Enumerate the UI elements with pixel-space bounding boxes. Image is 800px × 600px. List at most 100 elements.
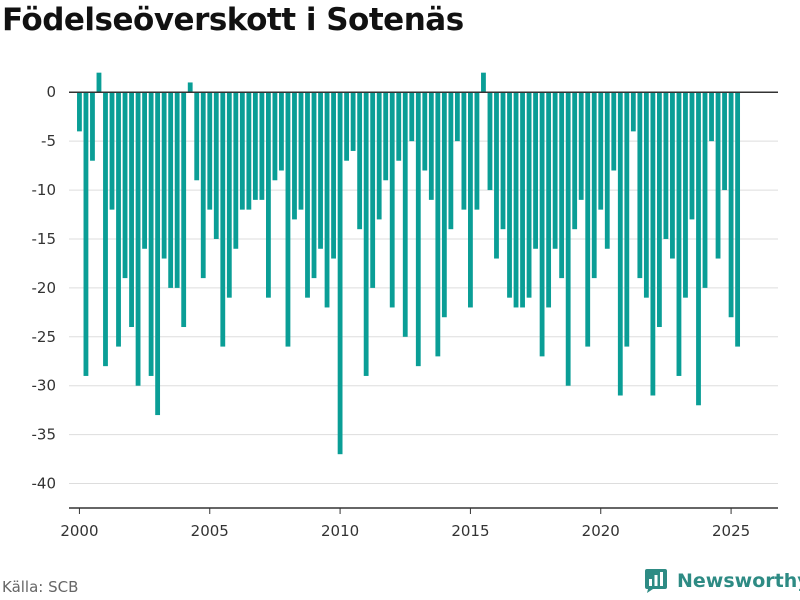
- bar: [252, 92, 258, 200]
- bar: [187, 82, 193, 93]
- bar: [520, 92, 525, 308]
- bar: [389, 92, 395, 308]
- bar: [409, 92, 415, 142]
- bar: [311, 92, 317, 279]
- bar: [207, 92, 213, 210]
- x-tick-label: 2025: [712, 522, 750, 540]
- bar: [715, 92, 721, 259]
- bar: [611, 92, 617, 171]
- brand-name: Newsworthy: [677, 570, 800, 592]
- bar: [630, 92, 636, 132]
- y-tick-label: -40: [32, 475, 57, 493]
- bar: [415, 92, 421, 367]
- source-label: Källa: SCB: [2, 578, 79, 596]
- bar: [96, 72, 102, 93]
- bar: [77, 92, 82, 132]
- y-tick-label: -15: [32, 230, 57, 248]
- bar: [494, 92, 499, 259]
- x-tick-label: 2020: [582, 522, 620, 540]
- bar: [468, 92, 473, 308]
- y-tick-label: -5: [41, 132, 56, 150]
- bar: [148, 92, 154, 376]
- bar: [305, 92, 310, 298]
- bar: [259, 92, 265, 200]
- bar: [617, 92, 623, 396]
- bar: [285, 92, 291, 347]
- bar: [461, 92, 467, 210]
- bar: [533, 92, 538, 249]
- bar: [696, 92, 701, 406]
- bar: [500, 92, 506, 230]
- bar: [168, 92, 174, 288]
- x-tick-label: 2010: [321, 522, 359, 540]
- bar: [591, 92, 597, 279]
- bar: [142, 92, 147, 249]
- y-tick-label: 0: [46, 83, 56, 101]
- bar: [441, 92, 447, 318]
- bar: [103, 92, 108, 367]
- bar: [689, 92, 695, 220]
- bar: [194, 92, 200, 181]
- bar: [83, 92, 89, 376]
- bar: [318, 92, 323, 249]
- bar: [422, 92, 428, 171]
- bar: [526, 92, 532, 298]
- bar: [722, 92, 727, 191]
- bar: [624, 92, 630, 347]
- bar: [663, 92, 669, 239]
- bar: [266, 92, 271, 298]
- x-tick-label: 2000: [60, 522, 98, 540]
- bar: [292, 92, 297, 220]
- bar: [370, 92, 376, 288]
- bar: [448, 92, 454, 230]
- bar: [272, 92, 278, 181]
- bar: [598, 92, 604, 210]
- y-axis-ticks: 0 -5 -10 -15 -20 -25 -30 -35 -40: [32, 83, 57, 492]
- bar: [155, 92, 161, 416]
- axes: [69, 91, 778, 509]
- bar: [376, 92, 382, 220]
- bar: [402, 92, 408, 337]
- bar: [676, 92, 682, 376]
- bar: [507, 92, 512, 298]
- bar: [344, 92, 350, 161]
- bar: [135, 92, 141, 386]
- bar: [90, 92, 95, 161]
- x-tick-label: 2015: [451, 522, 489, 540]
- bar: [728, 92, 734, 318]
- bar: [181, 92, 187, 328]
- bar: [656, 92, 662, 328]
- bar: [670, 92, 675, 259]
- bar: [324, 92, 330, 308]
- bar: [702, 92, 708, 288]
- x-tick-label: 2005: [191, 522, 229, 540]
- bar: [481, 72, 486, 93]
- bar: [428, 92, 434, 200]
- bar: [546, 92, 552, 308]
- chart-title: Födelseöverskott i Sotenäs: [2, 2, 464, 38]
- bar: [552, 92, 558, 249]
- bar: [350, 92, 356, 151]
- bar: [572, 92, 578, 230]
- bar: [578, 92, 584, 200]
- bar: [357, 92, 363, 230]
- y-tick-label: -20: [32, 279, 57, 297]
- bar: [709, 92, 714, 142]
- bar: [487, 92, 493, 191]
- bar: [116, 92, 121, 347]
- brand-logo: Newsworthy: [644, 568, 800, 594]
- bar: [161, 92, 167, 259]
- bars: [77, 72, 741, 455]
- bar: [122, 92, 128, 279]
- gridlines: [69, 140, 778, 485]
- bar: [233, 92, 239, 249]
- bar: [246, 92, 252, 210]
- bar: [331, 92, 336, 259]
- bar: [513, 92, 519, 308]
- bar: [363, 92, 369, 376]
- bar: [213, 92, 219, 239]
- bar: [565, 92, 571, 386]
- y-tick-label: -35: [32, 426, 57, 444]
- bar: [454, 92, 460, 142]
